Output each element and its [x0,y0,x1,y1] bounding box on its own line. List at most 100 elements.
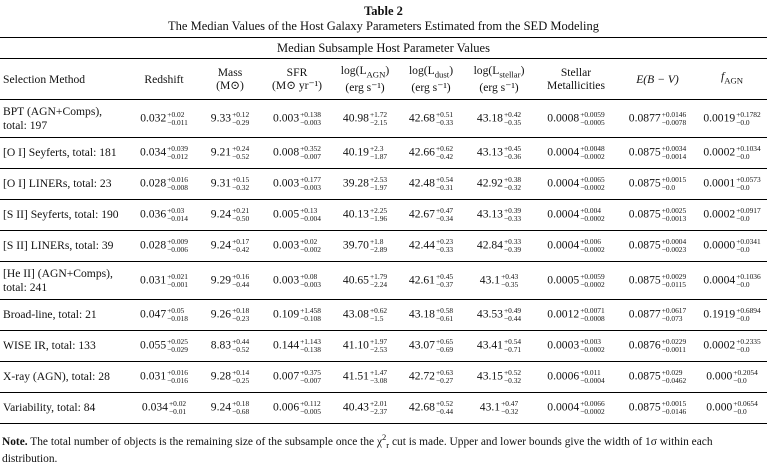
upper-bound: +1.458 [300,306,321,315]
col-header-method: Selection Method [0,58,130,100]
table-cell: 0.0001 +0.0573 −0.0 [697,168,767,200]
row-selection-method: Broad-line, total: 21 [0,299,130,331]
upper-bound: +0.51 [435,109,454,119]
cell-value: 0.0004 [547,400,580,414]
upper-bound: +0.0015 [661,399,687,408]
table-cell: 9.31 +0.15 −0.32 [198,168,262,200]
cell-value: 0.144 [273,338,300,352]
cell-error-bounds: +2.53 −1.97 [370,176,387,192]
lower-bound: −0.138 [300,345,321,354]
lower-bound: −0.0008 [580,314,605,323]
cell-value: 9.21 [210,145,232,159]
table-cell: 43.1 +0.47 −0.32 [464,392,534,424]
upper-bound: +0.0617 [661,306,687,315]
cell-error-bounds: +1.72 −2.15 [370,110,387,127]
cell-value: 9.28 [210,369,232,383]
upper-bound: +0.58 [435,306,454,315]
cell-value: 0.005 [273,207,300,221]
col-header-ldust: log(Ldust) (erg s⁻¹) [398,58,464,100]
lower-bound: −3.08 [369,376,388,385]
lower-bound: −0.33 [503,214,522,223]
lower-bound: −0.68 [232,407,250,416]
cell-error-bounds: +0.006 −0.0002 [580,238,605,254]
cell-value: 9.24 [210,400,232,414]
lower-bound: −2.24 [369,279,388,289]
lower-bound: −0.003 [300,279,321,289]
table-cell: 40.13 +2.25 −1.96 [332,199,398,231]
cell-value: 42.67 [408,207,435,221]
lower-bound: −0.25 [232,376,250,385]
cell-error-bounds: +0.003 −0.0002 [580,338,605,354]
upper-bound: +1.47 [369,368,388,377]
cell-value: 0.031 [140,369,167,383]
cell-value: 0.0008 [547,111,580,125]
cell-error-bounds: +0.2054 −0.0 [733,369,758,385]
cell-value: 42.68 [408,111,435,125]
cell-error-bounds: +1.47 −3.08 [370,369,387,385]
table-cell: 9.24 +0.21 −0.50 [198,199,262,231]
cell-error-bounds: +0.1036 −0.0 [736,271,761,289]
lower-bound: −0.003 [300,183,321,192]
row-selection-method: [S II] Seyferts, total: 190 [0,199,130,231]
lower-bound: −0.69 [435,345,454,354]
upper-bound: +0.42 [503,109,522,119]
lower-bound: −0.44 [232,279,250,289]
upper-bound: +0.62 [435,144,454,153]
cell-error-bounds: +2.25 −1.96 [370,207,387,223]
cell-value: 43.13 [476,145,503,159]
cell-value: 0.003 [273,273,300,287]
lower-bound: −0.33 [435,245,454,254]
lower-bound: −0.002 [300,245,321,254]
upper-bound: +0.47 [501,399,519,408]
row-selection-method: Variability, total: 84 [0,392,130,424]
cell-error-bounds: +0.45 −0.37 [436,272,453,289]
table-row: Broad-line, total: 21 0.047 +0.05 −0.018 9.2… [0,299,767,331]
cell-error-bounds: +0.08 −0.003 [300,272,321,289]
table-cell: 0.031 +0.016 −0.016 [130,361,198,393]
upper-bound: +0.02 [167,109,185,119]
lower-bound: −0.44 [435,407,454,416]
row-selection-method: BPT (AGN+Comps), total: 197 [0,99,130,138]
cell-error-bounds: +0.1034 −0.0 [736,145,761,161]
table-body: BPT (AGN+Comps), total: 197 0.032 +0.02 −0.… [0,99,767,424]
upper-bound: +0.009 [167,237,188,246]
cell-value: 0.003 [273,111,300,125]
table-cell: 42.44 +0.23 −0.33 [398,230,464,262]
table-cell: 0.008 +0.352 −0.007 [262,137,332,169]
lower-bound: −0.36 [503,152,522,161]
table-cell: 42.66 +0.62 −0.42 [398,137,464,169]
upper-bound: +0.1036 [736,271,761,281]
cell-value: 0.109 [273,307,300,321]
cell-value: 42.84 [476,238,503,252]
cell-value: 43.07 [408,338,435,352]
lower-bound: −0.33 [435,117,454,127]
table-cell: 43.08 +0.62 −1.5 [332,299,398,331]
lower-bound: −0.42 [232,245,250,254]
cell-error-bounds: +2.3 −1.87 [370,145,387,161]
cell-value: 0.0875 [628,145,661,159]
upper-bound: +0.006 [580,237,601,246]
table-cell: 39.28 +2.53 −1.97 [332,168,398,200]
table-cell: 0.0012 +0.0071 −0.0008 [534,299,618,331]
row-selection-method: [O I] Seyferts, total: 181 [0,137,130,169]
cell-error-bounds: +0.63 −0.27 [436,369,453,385]
lower-bound: −0.0002 [580,245,605,254]
cell-value: 42.72 [408,369,435,383]
upper-bound: +0.0059 [580,271,605,281]
upper-bound: +0.0654 [733,399,758,408]
lower-bound: −0.42 [435,152,454,161]
lower-bound: −0.32 [503,183,522,192]
table-cell: 0.0004 +0.0066 −0.0002 [534,392,618,424]
table-cell: 43.13 +0.45 −0.36 [464,137,534,169]
upper-bound: +0.0025 [661,206,687,215]
upper-bound: +0.0029 [661,271,687,281]
upper-bound: +0.0015 [661,175,687,184]
upper-bound: +0.0229 [661,337,687,346]
table-cell: 0.0875 +0.0015 −0.0 [618,168,697,200]
upper-bound: +0.24 [232,144,250,153]
cell-value: 0.0002 [703,338,736,352]
cell-error-bounds: +0.0048 −0.0002 [580,145,605,161]
lower-bound: −0.35 [501,279,519,289]
lower-bound: −1.96 [369,214,388,223]
cell-error-bounds: +0.54 −0.71 [504,338,521,354]
